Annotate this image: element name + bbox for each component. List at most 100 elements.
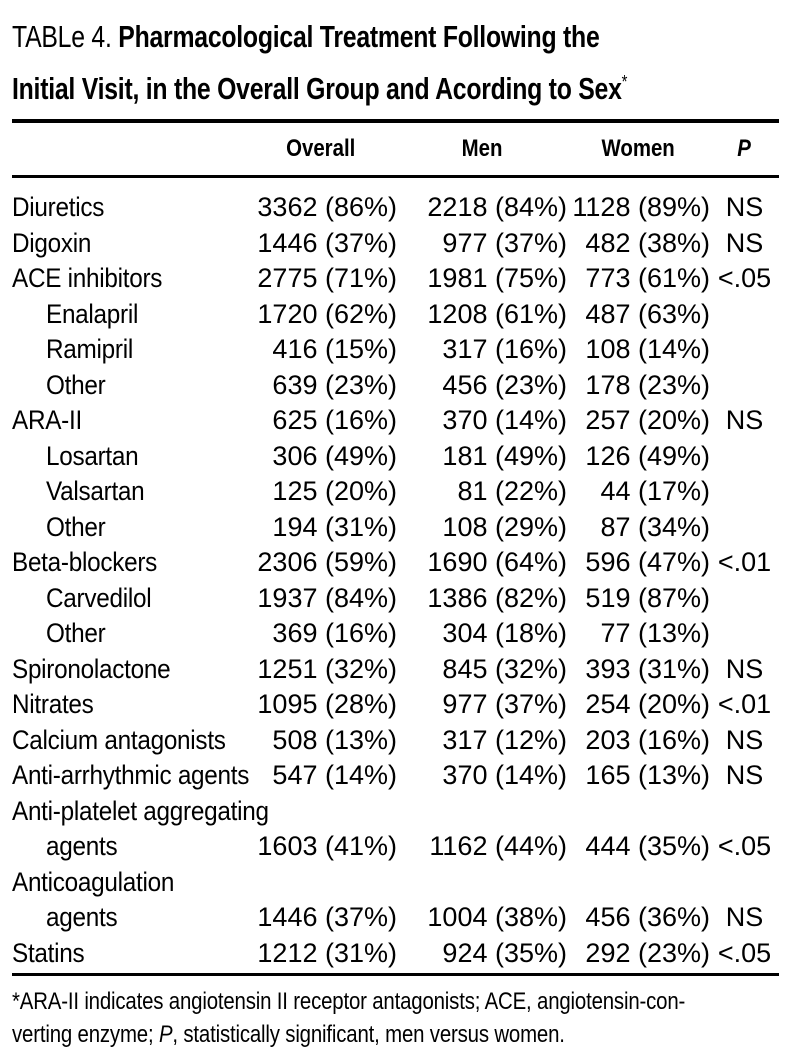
- men-value: 1690 (64%): [427, 547, 567, 578]
- women-value: [567, 794, 710, 830]
- column-header-men: Men: [397, 123, 567, 178]
- women-value: 87 (34%): [600, 511, 710, 542]
- men-value: 1386 (82%): [427, 582, 567, 613]
- overall-value: 1603 (41%): [257, 831, 397, 862]
- column-header-women: Women: [567, 123, 710, 178]
- table-row: agents 1603 (41%) 1162 (44%) 444 (35%) <.05: [12, 829, 779, 865]
- p-value: <.05: [717, 831, 772, 862]
- men-value: 370 (14%): [442, 405, 567, 436]
- women-value: 519 (87%): [585, 582, 710, 613]
- men-value: 370 (14%): [442, 760, 567, 791]
- men-value: 977 (37%): [442, 227, 567, 258]
- table-row: ARA-II 625 (16%) 370 (14%) 257 (20%) NS: [12, 403, 779, 439]
- row-label: ACE inhibitors: [12, 263, 163, 294]
- p-value: <.01: [717, 689, 772, 720]
- row-label: Digoxin: [12, 227, 92, 258]
- column-header-treatment: [12, 123, 245, 178]
- women-value: 482 (38%): [585, 227, 710, 258]
- overall-value: 369 (16%): [272, 618, 397, 649]
- p-value: [710, 332, 779, 368]
- row-label: agents: [46, 831, 118, 862]
- p-value: NS: [725, 227, 764, 258]
- women-value: 487 (63%): [585, 298, 710, 329]
- row-label: Enalapril: [46, 298, 139, 329]
- row-label: agents: [46, 902, 118, 933]
- p-value: NS: [725, 405, 764, 436]
- women-value: 292 (23%): [585, 937, 710, 968]
- women-value: 178 (23%): [585, 369, 710, 400]
- table-row: Enalapril 1720 (62%) 1208 (61%) 487 (63%): [12, 297, 779, 333]
- row-label: Other: [46, 618, 106, 649]
- women-value: 126 (49%): [585, 440, 710, 471]
- women-value: 596 (47%): [585, 547, 710, 578]
- row-label: Ramipril: [46, 334, 133, 365]
- women-value: 257 (20%): [585, 405, 710, 436]
- men-value: 304 (18%): [442, 618, 567, 649]
- table-row: Calcium antagonists 508 (13%) 317 (12%) 203…: [12, 723, 779, 759]
- women-value: 444 (35%): [585, 831, 710, 862]
- table-row: Carvedilol 1937 (84%) 1386 (82%) 519 (87%): [12, 581, 779, 617]
- overall-value: 125 (20%): [272, 476, 397, 507]
- title-asterisk: *: [621, 71, 628, 92]
- table-row: Other 369 (16%) 304 (18%) 77 (13%): [12, 616, 779, 652]
- overall-value: 547 (14%): [272, 760, 397, 791]
- row-label: Statins: [12, 937, 85, 968]
- footnote-text-pre: verting enzyme;: [12, 1021, 159, 1048]
- p-value: <.01: [717, 547, 772, 578]
- p-value: NS: [725, 192, 764, 223]
- overall-value: 306 (49%): [272, 440, 397, 471]
- table-row: Statins 1212 (31%) 924 (35%) 292 (23%) <.05: [12, 936, 779, 972]
- women-value: [567, 865, 710, 901]
- table-title: TABLe 4. Pharmacological Treatment Follo…: [12, 14, 779, 111]
- row-label: Other: [46, 511, 106, 542]
- row-label: Spironolactone: [12, 653, 171, 684]
- row-label: Other: [46, 369, 106, 400]
- women-value: 254 (20%): [585, 689, 710, 720]
- table-row: Anti-platelet aggregating: [12, 794, 779, 830]
- table-row: Nitrates 1095 (28%) 977 (37%) 254 (20%) <.01: [12, 687, 779, 723]
- men-value: 1981 (75%): [427, 263, 567, 294]
- table-row: Diuretics 3362 (86%) 2218 (84%) 1128 (89%) N…: [12, 177, 779, 226]
- table-row: Anti-arrhythmic agents 547 (14%) 370 (14%)…: [12, 758, 779, 794]
- overall-value: 416 (15%): [272, 334, 397, 365]
- p-value: NS: [725, 653, 764, 684]
- overall-value: 1937 (84%): [257, 582, 397, 613]
- p-value: [710, 368, 779, 404]
- women-value: 44 (17%): [600, 476, 710, 507]
- table-row: Spironolactone 1251 (32%) 845 (32%) 393 (31…: [12, 652, 779, 688]
- women-value: 456 (36%): [585, 902, 710, 933]
- overall-value: 1095 (28%): [257, 689, 397, 720]
- row-label: Anti-arrhythmic agents: [12, 760, 250, 791]
- women-value: 108 (14%): [585, 334, 710, 365]
- p-value: [710, 439, 779, 475]
- row-label: Carvedilol: [46, 582, 152, 613]
- bottom-rule: [12, 973, 779, 976]
- row-label: Losartan: [46, 440, 139, 471]
- table-row: agents 1446 (37%) 1004 (38%) 456 (36%) NS: [12, 900, 779, 936]
- footnote-line-2: verting enzyme; P, statistically signifi…: [12, 1018, 779, 1051]
- p-value: [710, 794, 779, 830]
- p-value: [710, 581, 779, 617]
- table-title-text-1: Pharmacological Treatment Following the: [118, 19, 600, 54]
- p-value: [710, 474, 779, 510]
- row-label: Anti-platelet aggregating: [12, 795, 269, 826]
- women-value: 773 (61%): [585, 263, 710, 294]
- women-value: 203 (16%): [585, 724, 710, 755]
- overall-value: 2775 (71%): [257, 263, 397, 294]
- men-value: 1208 (61%): [427, 298, 567, 329]
- men-value: 81 (22%): [457, 476, 567, 507]
- men-value: 1004 (38%): [427, 902, 567, 933]
- footnote-text-post: , statistically significant, men versus …: [172, 1021, 565, 1048]
- table-row: Other 194 (31%) 108 (29%) 87 (34%): [12, 510, 779, 546]
- table-footnote: *ARA-II indicates angiotensin II recepto…: [12, 985, 779, 1051]
- top-rule: [12, 119, 779, 123]
- men-value: 924 (35%): [442, 937, 567, 968]
- treatment-table: Overall Men Women P Diuretics 3362 (86%) 2…: [12, 123, 779, 971]
- men-value: 317 (16%): [442, 334, 567, 365]
- men-value: 456 (23%): [442, 369, 567, 400]
- footnote-line-1: *ARA-II indicates angiotensin II recepto…: [12, 988, 686, 1015]
- table-number-label: TABLe 4.: [12, 19, 119, 54]
- row-label: Nitrates: [12, 689, 94, 720]
- table-row: Valsartan 125 (20%) 81 (22%) 44 (17%): [12, 474, 779, 510]
